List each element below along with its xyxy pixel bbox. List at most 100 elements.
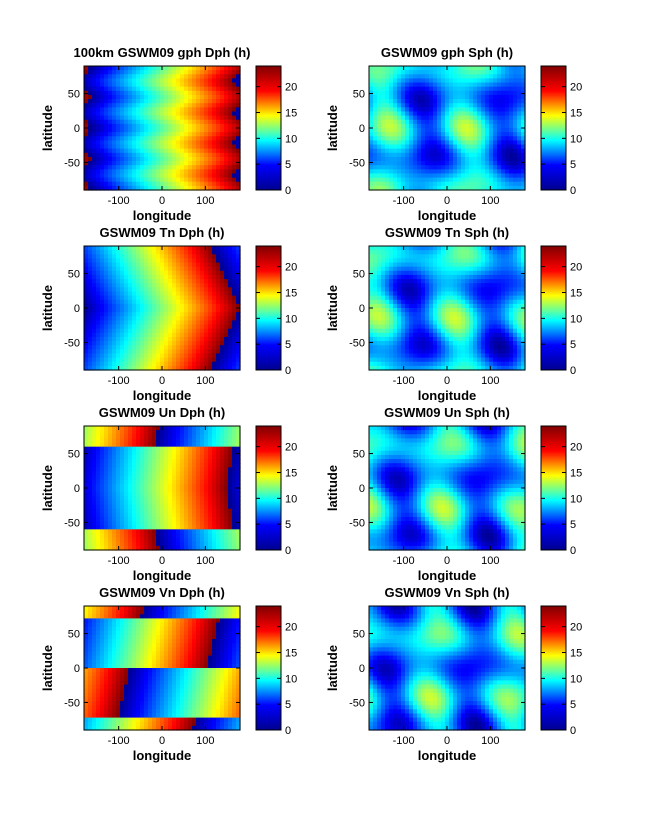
heatmap-cell <box>385 103 390 108</box>
heatmap-cell <box>509 300 514 305</box>
heatmap-cell <box>84 362 89 367</box>
heatmap-cell <box>144 308 149 313</box>
heatmap-cell <box>120 312 125 317</box>
heatmap-cell <box>489 140 494 145</box>
heatmap-cell <box>437 70 442 75</box>
heatmap-cell <box>473 333 478 338</box>
heatmap-cell <box>445 132 450 137</box>
heatmap-cell <box>473 178 478 183</box>
heatmap-cell <box>401 267 406 272</box>
heatmap-cell <box>501 128 506 133</box>
heatmap-cell <box>509 145 514 150</box>
heatmap-cell <box>369 333 374 338</box>
heatmap-cell <box>465 157 470 162</box>
heatmap-cell <box>417 107 422 112</box>
heatmap-cell <box>397 287 402 292</box>
heatmap-cell <box>108 87 113 92</box>
heatmap-cell <box>477 287 482 292</box>
heatmap-cell <box>421 279 426 284</box>
heatmap-cell <box>184 263 189 268</box>
heatmap-cell <box>381 349 386 354</box>
heatmap-cell <box>369 353 374 358</box>
heatmap-cell <box>120 308 125 313</box>
heatmap-cell <box>156 258 161 263</box>
heatmap-cell <box>128 153 133 158</box>
heatmap-cell <box>513 140 518 145</box>
heatmap-cell <box>144 325 149 330</box>
heatmap-cell <box>477 173 482 178</box>
heatmap-cell <box>184 182 189 187</box>
heatmap-cell <box>124 254 129 259</box>
heatmap-cell <box>96 426 101 431</box>
heatmap-cell <box>136 178 141 183</box>
heatmap-cell <box>120 358 125 363</box>
heatmap-cell <box>509 70 514 75</box>
heatmap-cell <box>465 291 470 296</box>
heatmap-cell <box>88 505 93 510</box>
heatmap-cell <box>377 263 382 268</box>
heatmap-cell <box>505 337 510 342</box>
heatmap-cell <box>124 91 129 96</box>
heatmap-cell <box>128 333 133 338</box>
heatmap-cell <box>517 99 522 104</box>
heatmap-cell <box>441 263 446 268</box>
heatmap-cell <box>144 165 149 170</box>
heatmap-cell <box>212 87 217 92</box>
heatmap-cell <box>136 333 141 338</box>
heatmap-cell <box>381 353 386 358</box>
heatmap-cell <box>369 70 374 75</box>
heatmap-cell <box>100 542 105 547</box>
heatmap-cell <box>88 451 93 456</box>
heatmap-cell <box>184 149 189 154</box>
heatmap-cell <box>104 169 109 174</box>
heatmap-cell <box>112 70 117 75</box>
heatmap-cell <box>493 362 498 367</box>
heatmap-cell <box>405 107 410 112</box>
heatmap-cell <box>477 99 482 104</box>
heatmap-cell <box>120 279 125 284</box>
heatmap-cell <box>140 107 145 112</box>
heatmap-cell <box>200 296 205 301</box>
heatmap-cell <box>160 279 165 284</box>
heatmap-cells <box>84 66 241 191</box>
heatmap-cell <box>445 87 450 92</box>
heatmap-cell <box>485 263 490 268</box>
heatmap-cell <box>128 291 133 296</box>
heatmap-cell <box>481 140 486 145</box>
heatmap-cell <box>128 145 133 150</box>
heatmap-cell <box>104 111 109 116</box>
heatmap-cell <box>136 362 141 367</box>
heatmap-cell <box>485 246 490 251</box>
heatmap-cell <box>108 95 113 100</box>
heatmap-cell <box>469 320 474 325</box>
heatmap-cell <box>208 312 213 317</box>
heatmap-cell <box>461 325 466 330</box>
heatmap-cell <box>437 333 442 338</box>
heatmap-cell <box>453 300 458 305</box>
heatmap-cell <box>100 430 105 435</box>
heatmap-cell <box>84 107 89 112</box>
heatmap-cell <box>509 169 514 174</box>
heatmap-cell <box>220 95 225 100</box>
heatmap-cell <box>192 107 197 112</box>
heatmap-cell <box>485 83 490 88</box>
heatmap-cell <box>409 287 414 292</box>
heatmap-cell <box>232 254 237 259</box>
heatmap-cell <box>96 325 101 330</box>
heatmap-cell <box>164 308 169 313</box>
heatmap-cell <box>481 291 486 296</box>
heatmap-cell <box>425 153 430 158</box>
heatmap-cell <box>509 333 514 338</box>
heatmap-cell <box>401 316 406 321</box>
heatmap-cell <box>397 66 402 71</box>
heatmap-cell <box>481 120 486 125</box>
heatmap-cell <box>489 300 494 305</box>
heatmap-cell <box>513 312 518 317</box>
heatmap-cell <box>449 111 454 116</box>
heatmap-cell <box>401 165 406 170</box>
heatmap-cell <box>505 267 510 272</box>
heatmap-cell <box>509 267 514 272</box>
heatmap-cell <box>457 132 462 137</box>
heatmap-cell <box>136 169 141 174</box>
heatmap-cell <box>208 341 213 346</box>
